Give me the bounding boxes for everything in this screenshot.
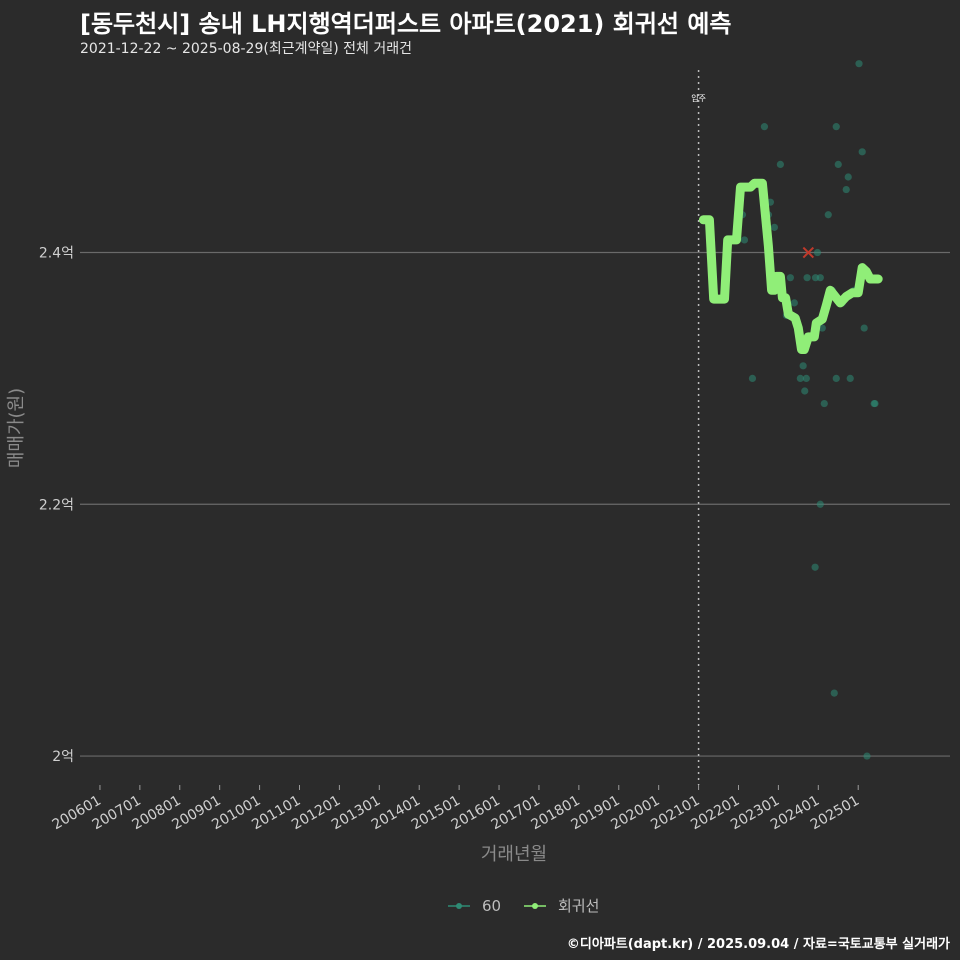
scatter-point bbox=[818, 324, 826, 332]
y-tick-label: 2.2억 bbox=[39, 497, 74, 513]
scatter-point bbox=[846, 374, 854, 383]
scatter-point bbox=[786, 274, 794, 282]
scatter-point bbox=[748, 374, 757, 383]
scatter-point bbox=[842, 185, 850, 194]
scatter-point bbox=[832, 123, 840, 131]
scatter-point bbox=[858, 148, 866, 156]
scatter-point bbox=[832, 374, 840, 383]
move-in-label: 입주 bbox=[691, 94, 706, 103]
scatter-point bbox=[802, 374, 810, 383]
vline-layer: 입주 bbox=[691, 70, 706, 785]
scatter-point bbox=[770, 223, 779, 231]
regression-line bbox=[698, 178, 883, 354]
grid-layer bbox=[80, 251, 950, 757]
chart-footer-credit: ©디아파트(dapt.kr) / 2025.09.04 / 자료=국토교통부 실… bbox=[566, 937, 950, 952]
scatter-point bbox=[803, 274, 811, 282]
marker-layer bbox=[802, 246, 815, 259]
scatter-point bbox=[813, 248, 822, 257]
scatter-point bbox=[811, 563, 819, 571]
legend-item: 60 bbox=[448, 897, 501, 915]
chart-title: [동두천시] 송내 LH지행역더퍼스트 아파트(2021) 회귀선 예측 bbox=[80, 10, 732, 38]
legend-item: 회귀선 bbox=[524, 897, 599, 915]
x-marker-stroke bbox=[802, 246, 815, 259]
line-layer bbox=[698, 178, 883, 354]
y-axis-title: 매매가(원) bbox=[6, 388, 27, 468]
scatter-point bbox=[820, 399, 828, 408]
scatter-point bbox=[816, 500, 824, 508]
scatter-point bbox=[863, 752, 871, 760]
scatter-point bbox=[830, 689, 838, 697]
scatter-point bbox=[790, 299, 798, 307]
legend-dot bbox=[532, 903, 538, 909]
y-tick-labels: 2억 2.2억 2.4억 bbox=[39, 246, 74, 766]
y-tick-label: 2억 bbox=[52, 749, 74, 765]
scatter-point bbox=[871, 399, 879, 408]
scatter-point bbox=[860, 324, 868, 332]
scatter-point bbox=[799, 362, 807, 370]
scatter-point bbox=[796, 374, 804, 383]
x-axis-title: 거래년월 bbox=[481, 844, 547, 865]
legend-label: 60 bbox=[482, 897, 501, 915]
scatter-point bbox=[740, 236, 749, 244]
scatter-point bbox=[760, 123, 769, 131]
scatter-point bbox=[844, 173, 852, 181]
scatter-point bbox=[855, 60, 863, 68]
scatter-point bbox=[776, 160, 784, 169]
scatter-point bbox=[816, 274, 824, 282]
scatter-point bbox=[801, 387, 809, 395]
y-tick-label: 2.4억 bbox=[39, 246, 74, 262]
scatter-layer bbox=[738, 60, 879, 760]
chart-legend: 60 회귀선 bbox=[448, 897, 599, 915]
x-tick-labels: 2006012007012008012009012010012011012012… bbox=[50, 785, 862, 833]
chart-subtitle: 2021-12-22 ~ 2025-08-29(최근계약일) 전체 거래건 bbox=[80, 41, 412, 57]
scatter-point bbox=[824, 211, 832, 219]
scatter-point bbox=[834, 160, 842, 169]
legend-dot bbox=[456, 903, 462, 909]
legend-label: 회귀선 bbox=[558, 897, 599, 915]
highlight-x-marker bbox=[802, 246, 815, 259]
